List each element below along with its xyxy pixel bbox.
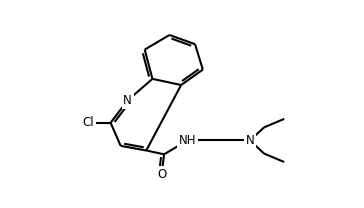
Text: N: N <box>246 134 254 147</box>
Text: O: O <box>157 168 166 181</box>
Text: N: N <box>123 94 132 107</box>
Text: NH: NH <box>179 134 196 147</box>
Text: Cl: Cl <box>82 116 94 129</box>
